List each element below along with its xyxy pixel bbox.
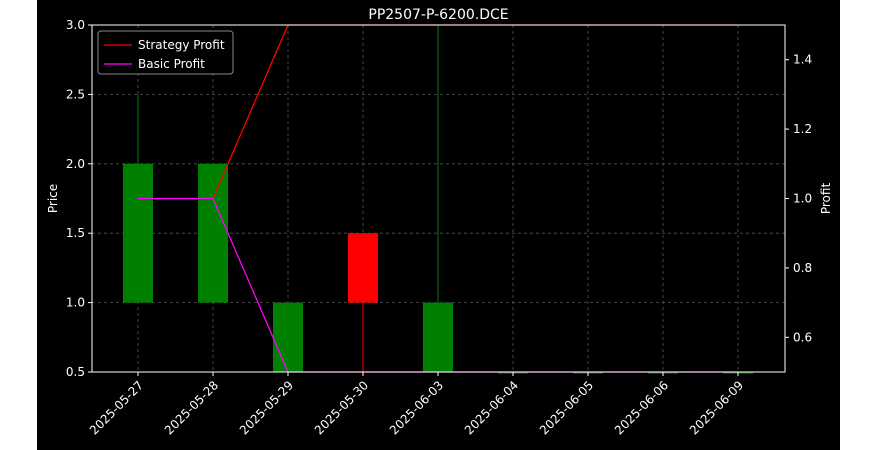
x-tick-label: 2025-05-30 — [312, 378, 371, 437]
candle-body — [348, 233, 378, 302]
y2-tick-label: 1.0 — [793, 192, 812, 206]
legend-label: Basic Profit — [138, 57, 205, 71]
y2-axis-label: Profit — [819, 183, 833, 215]
legend-label: Strategy Profit — [138, 38, 225, 52]
x-tick-label: 2025-06-05 — [537, 378, 596, 437]
candle-body — [423, 303, 453, 372]
y2-tick-label: 0.8 — [793, 261, 812, 275]
y2-tick-label: 1.2 — [793, 122, 812, 136]
y-tick-label: 1.0 — [66, 296, 85, 310]
y-axis-label: Price — [46, 184, 60, 213]
y-tick-label: 2.5 — [66, 87, 85, 101]
y-tick-label: 0.5 — [66, 365, 85, 379]
candle-body — [198, 164, 228, 303]
candle-body — [123, 164, 153, 303]
legend: Strategy Profit Basic Profit — [98, 31, 233, 74]
candle-body — [273, 303, 303, 372]
x-tick-label: 2025-06-09 — [687, 378, 746, 437]
x-tick-label: 2025-06-03 — [387, 378, 446, 437]
y2-tick-label: 0.6 — [793, 330, 812, 344]
x-tick-label: 2025-05-28 — [162, 378, 221, 437]
chart-title: PP2507-P-6200.DCE — [368, 7, 508, 23]
x-tick-label: 2025-05-29 — [237, 378, 296, 437]
x-tick-label: 2025-06-04 — [462, 378, 521, 437]
chart-figure: 0.5 1.0 1.5 2.0 2.5 3.0 0.6 0.8 1.0 1.2 1.4 2025-05… — [37, 0, 840, 450]
x-tick-label: 2025-05-27 — [87, 378, 146, 437]
y2-tick-label: 1.4 — [793, 53, 812, 67]
y-tick-label: 2.0 — [66, 157, 85, 171]
chart-svg: 0.5 1.0 1.5 2.0 2.5 3.0 0.6 0.8 1.0 1.2 1.4 2025-05… — [37, 0, 840, 450]
y-tick-label: 1.5 — [66, 226, 85, 240]
x-tick-label: 2025-06-06 — [612, 378, 671, 437]
y-tick-label: 3.0 — [66, 18, 85, 32]
